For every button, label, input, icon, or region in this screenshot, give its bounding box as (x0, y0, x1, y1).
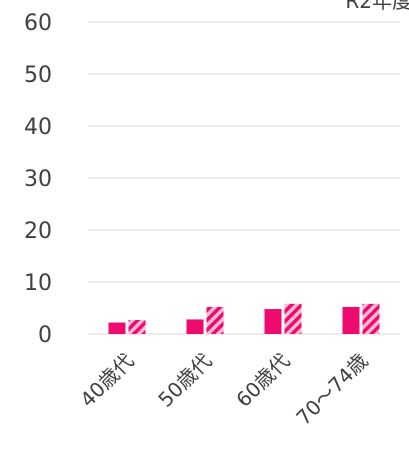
y-tick-label-50: 50 (24, 63, 52, 88)
bar-solid-2 (264, 309, 282, 334)
bars (108, 303, 380, 334)
bar-solid-0 (108, 322, 126, 334)
x-category-label-2: 60歳代 (231, 349, 294, 412)
bar-hatched-0 (128, 319, 146, 334)
bar-hatched-3 (362, 303, 380, 334)
gridlines (88, 21, 400, 335)
corner-note: R2年度 (345, 0, 409, 13)
x-category-label-3: 70〜74歳 (291, 349, 372, 430)
y-tick-label-20: 20 (24, 219, 52, 244)
y-tick-label-40: 40 (24, 115, 52, 140)
y-axis-tick-labels: 0 10 20 30 40 50 60 (24, 11, 52, 348)
y-tick-label-10: 10 (24, 271, 52, 296)
x-category-label-0: 40歳代 (75, 349, 138, 412)
bar-solid-3 (342, 306, 360, 334)
x-category-label-1: 50歳代 (153, 349, 216, 412)
bar-solid-1 (186, 319, 204, 334)
y-tick-label-30: 30 (24, 167, 52, 192)
y-tick-label-60: 60 (24, 11, 52, 36)
bar-hatched-2 (284, 303, 302, 334)
y-tick-label-0: 0 (38, 323, 52, 348)
bar-hatched-1 (206, 306, 224, 334)
